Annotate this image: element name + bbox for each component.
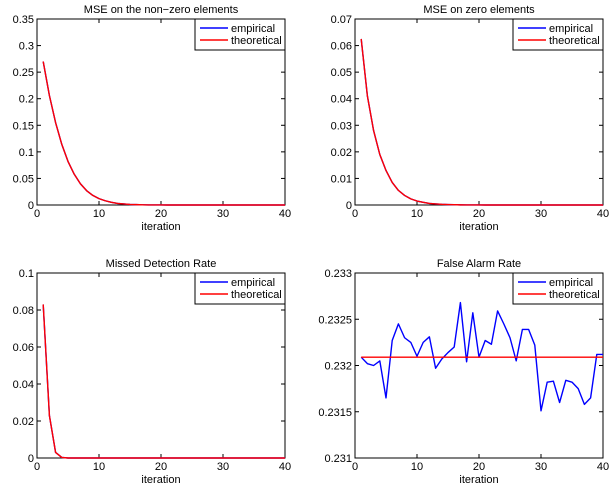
x-tick-label: 20 [473, 461, 485, 473]
legend-box [194, 18, 286, 51]
legend-box [512, 18, 604, 51]
chart-title: False Alarm Rate [437, 258, 521, 270]
y-tick-label: 0.06 [331, 41, 352, 53]
x-axis-label: iteration [459, 221, 498, 233]
y-tick-label: 0.04 [331, 94, 352, 106]
x-tick-label: 20 [155, 208, 167, 220]
y-tick-label: 0.1 [19, 268, 34, 280]
y-tick-label: 0 [346, 200, 352, 212]
y-tick-label: 0.25 [13, 67, 34, 79]
x-tick-label: 20 [155, 461, 167, 473]
y-tick-label: 0.04 [13, 379, 34, 391]
y-tick-label: 0.232 [324, 361, 352, 373]
y-tick-label: 0.2315 [318, 407, 352, 419]
x-tick-label: 20 [473, 208, 485, 220]
x-tick-label: 40 [279, 208, 291, 220]
x-tick-label: 30 [217, 208, 229, 220]
legend-label-theoretical: theoretical [231, 289, 282, 301]
series-line-theoretical [360, 38, 603, 206]
x-tick-label: 0 [34, 461, 40, 473]
y-tick-label: 0.06 [13, 342, 34, 354]
x-axis-label: iteration [141, 221, 180, 233]
chart-mse-zero: MSE on zero elements 0 10 20 30 40 0 0.01 0.02 0.… [331, 4, 610, 233]
legend-box [512, 272, 604, 305]
legend-label-empirical: empirical [549, 277, 593, 289]
x-axis-label: iteration [459, 474, 498, 486]
y-tick-label: 0.2 [19, 94, 34, 106]
x-axis-label: iteration [141, 474, 180, 486]
y-tick-label: 0.35 [13, 14, 34, 26]
y-tick-label: 0.05 [13, 173, 34, 185]
x-tick-label: 30 [535, 461, 547, 473]
y-tick-label: 0.08 [13, 305, 34, 317]
legend-label-theoretical: theoretical [549, 35, 600, 47]
y-tick-label: 0.07 [331, 14, 352, 26]
y-tick-label: 0.1 [19, 147, 34, 159]
x-tick-label: 0 [352, 461, 358, 473]
y-tick-label: 0.15 [13, 120, 34, 132]
series-line-empirical [360, 301, 603, 412]
x-tick-label: 10 [93, 461, 105, 473]
x-tick-label: 40 [597, 208, 609, 220]
chart-title: MSE on zero elements [423, 4, 535, 16]
legend-label-theoretical: theoretical [549, 289, 600, 301]
chart-title: MSE on the non−zero elements [84, 4, 239, 16]
x-tick-label: 40 [279, 461, 291, 473]
legend-label-empirical: empirical [231, 277, 275, 289]
x-tick-label: 40 [597, 461, 609, 473]
y-tick-label: 0.3 [19, 41, 34, 53]
chart-false-alarm: False Alarm Rate 0 10 20 30 40 0.231 0.2315 0.23… [318, 258, 609, 486]
chart-title: Missed Detection Rate [106, 258, 217, 270]
x-tick-label: 0 [34, 208, 40, 220]
legend-label-theoretical: theoretical [231, 35, 282, 47]
legend-label-empirical: empirical [549, 23, 593, 35]
x-tick-label: 10 [411, 461, 423, 473]
chart-missed-detection: Missed Detection Rate 0 10 20 30 40 0 0.02 0.04 0… [13, 258, 292, 486]
y-tick-label: 0.05 [331, 67, 352, 79]
x-tick-label: 10 [93, 208, 105, 220]
chart-mse-nonzero: MSE on the non−zero elements 0 10 20 30 40 0 0.… [13, 4, 292, 233]
y-tick-label: 0.01 [331, 173, 352, 185]
x-tick-label: 0 [352, 208, 358, 220]
y-tick-label: 0 [28, 453, 34, 465]
y-tick-label: 0.03 [331, 120, 352, 132]
y-tick-label: 0.233 [324, 268, 352, 280]
series-line-theoretical [42, 304, 285, 459]
y-tick-label: 0.2325 [318, 314, 352, 326]
y-tick-label: 0.02 [331, 147, 352, 159]
x-tick-label: 30 [535, 208, 547, 220]
x-tick-label: 10 [411, 208, 423, 220]
x-tick-label: 30 [217, 461, 229, 473]
y-tick-label: 0.02 [13, 416, 34, 428]
legend-box [194, 272, 286, 305]
y-tick-label: 0.231 [324, 453, 352, 465]
legend-label-empirical: empirical [231, 23, 275, 35]
series-line-theoretical [42, 61, 285, 206]
y-tick-label: 0 [28, 200, 34, 212]
